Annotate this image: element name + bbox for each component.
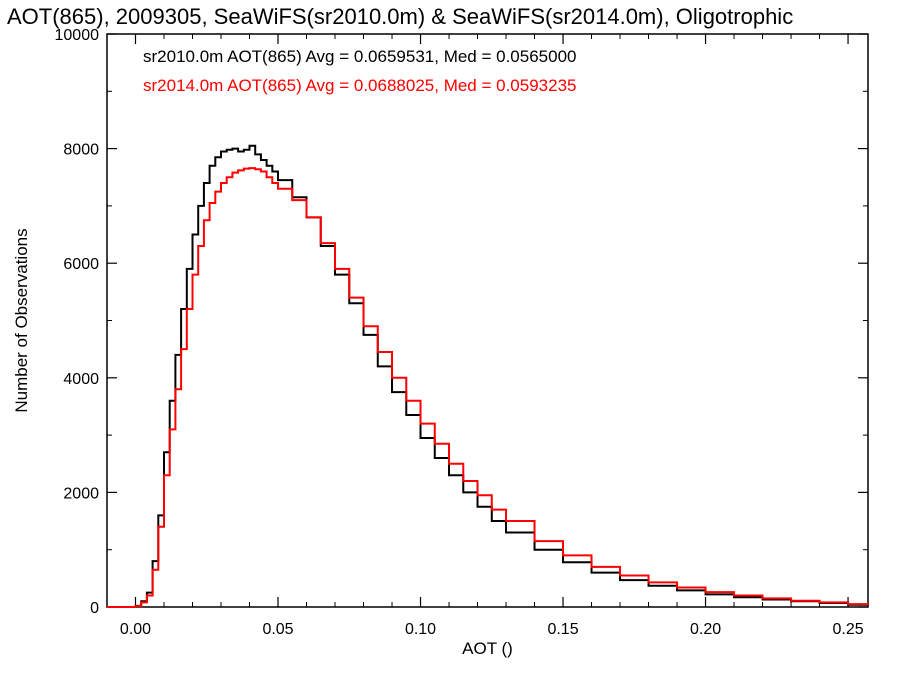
axis-ticks: 0.00 0.05 0.10 0.15 0.20 0.25 0 2000 4000 6000 800… bbox=[55, 27, 868, 638]
y-tick-label: 2000 bbox=[63, 485, 99, 502]
x-tick-label: 0.20 bbox=[690, 621, 721, 638]
x-tick-label: 0.05 bbox=[262, 621, 293, 638]
y-tick-label: 0 bbox=[90, 600, 99, 617]
series-layer bbox=[107, 144, 869, 608]
y-tick-label: 8000 bbox=[63, 142, 99, 159]
x-tick-label: 0.15 bbox=[547, 621, 578, 638]
annotation-series-1: sr2010.0m AOT(865) Avg = 0.0659531, Med … bbox=[143, 47, 577, 66]
series-line-2 bbox=[107, 167, 869, 608]
chart-title: AOT(865), 2009305, SeaWiFS(sr2010.0m) & … bbox=[7, 4, 793, 29]
x-tick-label: 0.00 bbox=[120, 621, 151, 638]
plot-area-frame bbox=[106, 33, 869, 608]
y-tick-label: 4000 bbox=[63, 371, 99, 388]
x-axis-label: AOT () bbox=[462, 639, 513, 658]
y-axis-label: Number of Observations bbox=[12, 228, 31, 412]
y-tick-label: 6000 bbox=[63, 256, 99, 273]
x-tick-label: 0.10 bbox=[405, 621, 436, 638]
annotation-series-2: sr2014.0m AOT(865) Avg = 0.0688025, Med … bbox=[143, 76, 577, 95]
x-tick-label: 0.25 bbox=[832, 621, 863, 638]
series-line-1 bbox=[107, 144, 869, 608]
y-tick-label: 10000 bbox=[55, 27, 100, 44]
